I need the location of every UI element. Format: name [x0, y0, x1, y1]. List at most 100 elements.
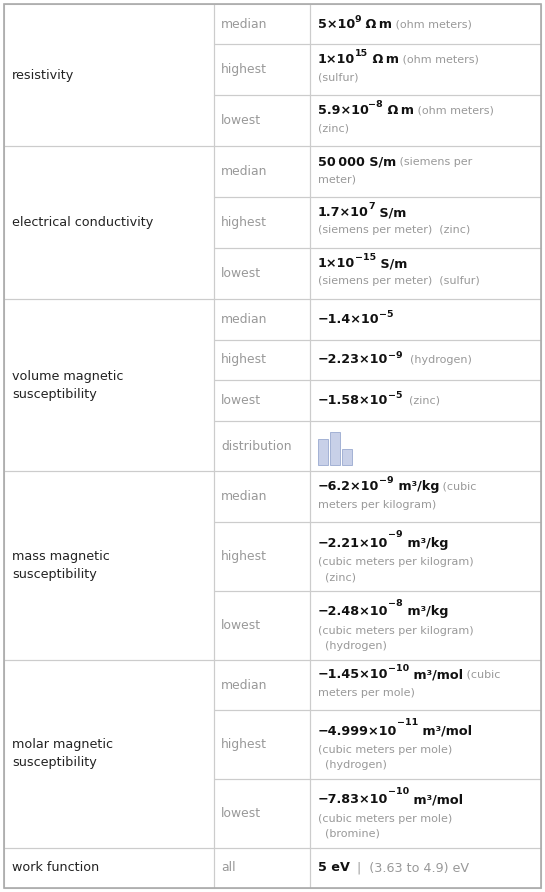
Text: S/m: S/m — [375, 206, 407, 219]
Text: m³/mol: m³/mol — [418, 724, 473, 738]
Text: −10: −10 — [388, 787, 409, 796]
Text: (cubic meters per kilogram): (cubic meters per kilogram) — [318, 558, 473, 567]
Text: me​ter): me​ter) — [318, 175, 355, 185]
Text: (ohm meters): (ohm meters) — [414, 105, 494, 116]
Bar — [214, 711, 310, 779]
Bar — [310, 45, 541, 95]
Text: lowest: lowest — [221, 619, 261, 632]
Bar — [214, 248, 310, 299]
Text: highest: highest — [221, 550, 267, 563]
Text: (siemens per meter)  (sulfur): (siemens per meter) (sulfur) — [318, 277, 479, 286]
Bar — [214, 45, 310, 95]
Bar — [4, 472, 214, 659]
Text: 50 000 S/m: 50 000 S/m — [318, 155, 396, 169]
Bar — [310, 847, 541, 888]
Text: distribution: distribution — [221, 440, 292, 452]
Bar — [318, 439, 328, 466]
Text: (cubic meters per kilogram): (cubic meters per kilogram) — [318, 626, 473, 636]
Bar — [310, 420, 541, 472]
Bar — [214, 523, 310, 591]
Text: highest: highest — [221, 63, 267, 77]
Text: (hydrogen): (hydrogen) — [318, 760, 386, 771]
Text: 9: 9 — [355, 15, 361, 24]
Bar — [310, 380, 541, 420]
Bar — [310, 779, 541, 847]
Text: −1.58×10: −1.58×10 — [318, 393, 388, 407]
Text: −5: −5 — [388, 391, 402, 400]
Text: median: median — [221, 18, 268, 30]
Bar — [214, 779, 310, 847]
Text: −6.2×10: −6.2×10 — [318, 480, 379, 493]
Text: Ω m: Ω m — [383, 104, 414, 117]
Bar — [310, 340, 541, 380]
Text: m³/kg: m³/kg — [403, 536, 448, 549]
Text: (zinc): (zinc) — [318, 573, 355, 582]
Bar — [4, 299, 214, 472]
Bar — [310, 523, 541, 591]
Bar — [214, 420, 310, 472]
Text: Ω m: Ω m — [368, 54, 399, 66]
Text: resistivity: resistivity — [13, 69, 75, 82]
Bar — [214, 197, 310, 248]
Bar — [4, 847, 214, 888]
Text: mass magnetic
susceptibility: mass magnetic susceptibility — [13, 550, 110, 581]
Text: 7: 7 — [368, 202, 375, 211]
Bar — [214, 659, 310, 711]
Text: meters per kilogram): meters per kilogram) — [318, 500, 436, 509]
Text: (hydrogen): (hydrogen) — [403, 355, 471, 365]
Text: lowest: lowest — [221, 114, 261, 128]
Text: (cubic meters per mole): (cubic meters per mole) — [318, 814, 452, 824]
Text: −11: −11 — [397, 718, 418, 727]
Text: 5 eV: 5 eV — [318, 862, 349, 874]
Text: −8: −8 — [368, 100, 383, 109]
Bar — [310, 711, 541, 779]
Text: work function: work function — [13, 862, 100, 874]
Bar — [310, 95, 541, 146]
Text: lowest: lowest — [221, 806, 261, 820]
Text: −2.21×10: −2.21×10 — [318, 536, 388, 549]
Text: (zinc): (zinc) — [402, 395, 440, 405]
Bar — [4, 4, 214, 146]
Bar — [310, 248, 541, 299]
Bar — [310, 197, 541, 248]
Text: median: median — [221, 491, 268, 503]
Text: median: median — [221, 679, 268, 691]
Text: −9: −9 — [388, 351, 403, 359]
Text: volume magnetic
susceptibility: volume magnetic susceptibility — [13, 370, 124, 401]
Text: −1.4×10: −1.4×10 — [318, 313, 379, 326]
Text: lowest: lowest — [221, 393, 261, 407]
Text: highest: highest — [221, 739, 267, 751]
Text: −9: −9 — [379, 476, 393, 485]
Text: (zinc): (zinc) — [318, 123, 349, 134]
Text: (cubic meters per mole): (cubic meters per mole) — [318, 745, 452, 756]
Bar — [310, 146, 541, 197]
Text: 5×10: 5×10 — [318, 18, 355, 30]
Text: (siemens per: (siemens per — [396, 157, 472, 167]
Text: Ω m: Ω m — [361, 18, 392, 30]
Text: (ohm meters): (ohm meters) — [392, 20, 473, 29]
Bar — [214, 4, 310, 45]
Text: (hydrogen): (hydrogen) — [318, 640, 386, 651]
Bar — [342, 450, 352, 466]
Bar — [214, 146, 310, 197]
Bar — [214, 340, 310, 380]
Text: −7.83×10: −7.83×10 — [318, 793, 388, 806]
Text: −4.999×10: −4.999×10 — [318, 724, 397, 738]
Text: (sulfur): (sulfur) — [318, 72, 358, 83]
Text: (bromine): (bromine) — [318, 829, 379, 838]
Text: 1×10: 1×10 — [318, 54, 355, 66]
Text: m³/kg: m³/kg — [393, 480, 439, 493]
Text: −10: −10 — [388, 665, 409, 673]
Bar — [310, 472, 541, 523]
Text: m³/kg: m³/kg — [403, 605, 449, 618]
Bar — [214, 847, 310, 888]
Text: meters per mole): meters per mole) — [318, 688, 414, 698]
Text: (cubic: (cubic — [463, 670, 501, 680]
Text: highest: highest — [221, 216, 267, 229]
Text: |  (3.63 to 4.9) eV: | (3.63 to 4.9) eV — [349, 862, 470, 874]
Bar — [214, 591, 310, 659]
Text: (siemens per meter)  (zinc): (siemens per meter) (zinc) — [318, 226, 470, 235]
Text: 15: 15 — [355, 49, 368, 58]
Bar — [4, 659, 214, 847]
Text: −5: −5 — [379, 310, 393, 319]
